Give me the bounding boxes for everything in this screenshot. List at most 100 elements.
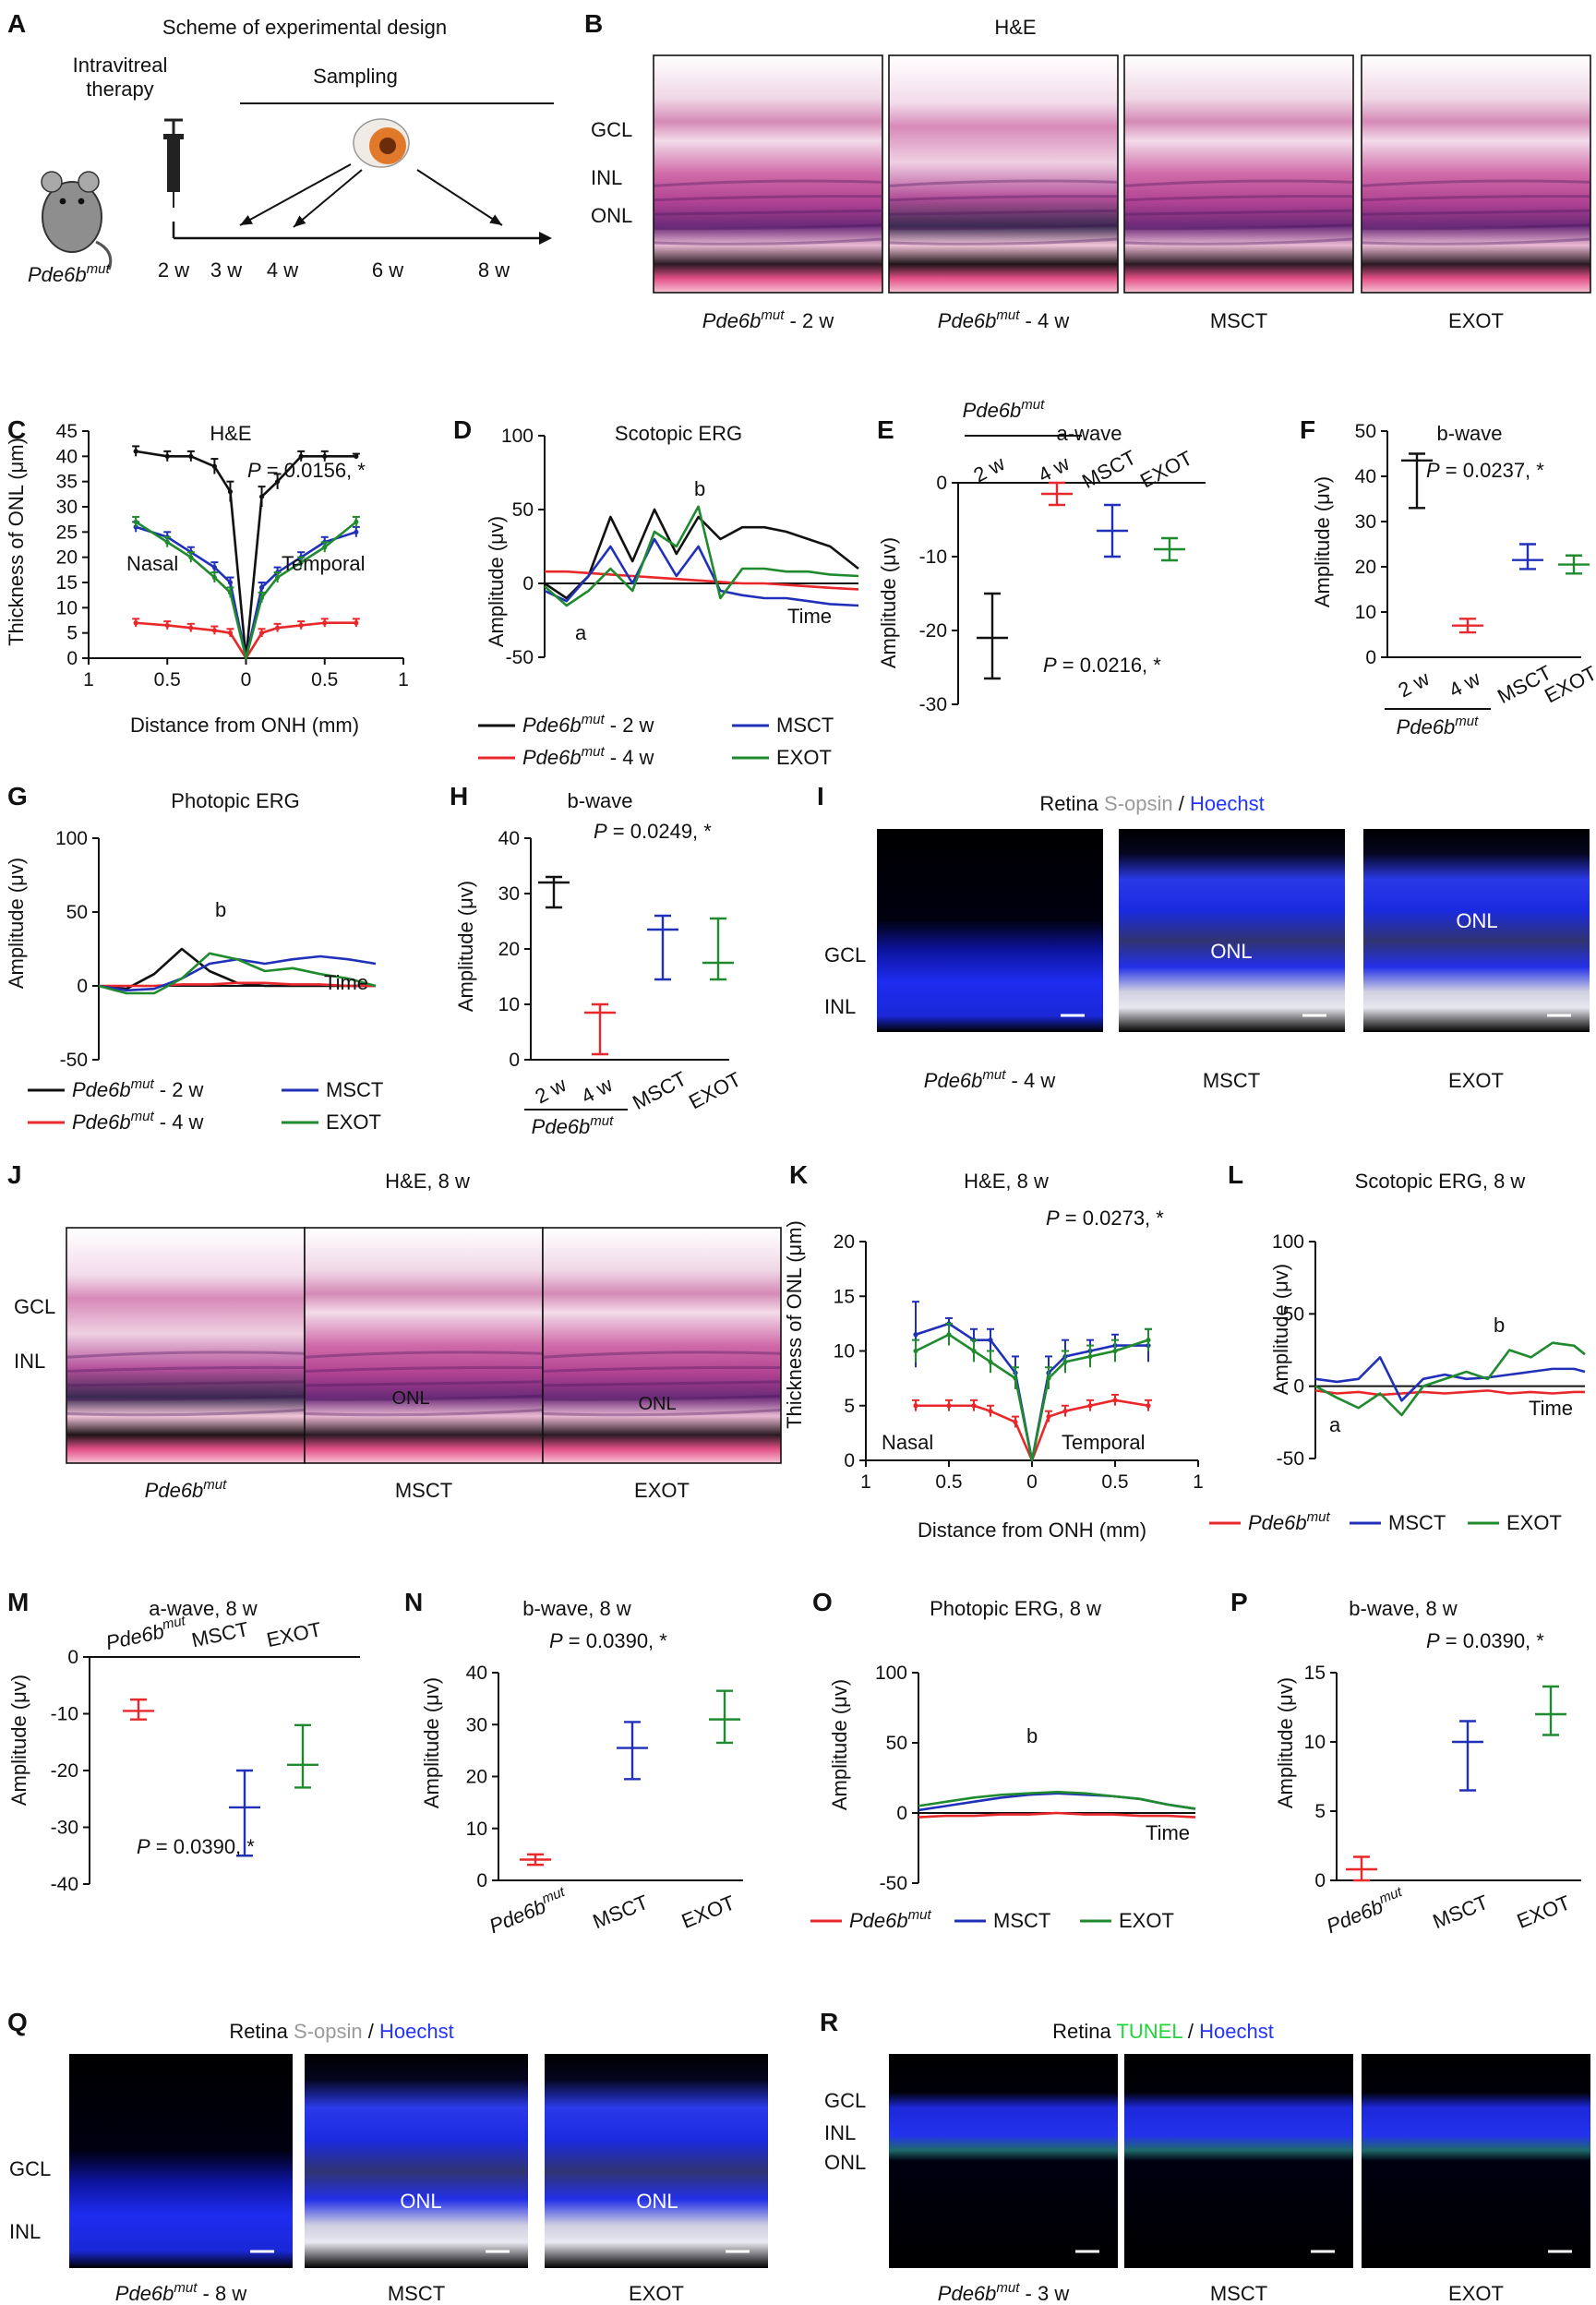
- x-tick-label: 0: [1026, 1471, 1038, 1493]
- panel-letter-N: N: [404, 1588, 423, 1616]
- data-point: [1062, 1409, 1068, 1414]
- panel-b-title: H&E: [994, 16, 1036, 39]
- panel-h-title: b-wave: [568, 789, 633, 812]
- axes-C: 0 5 10 15 20 25 30 35 40 45: [56, 421, 90, 669]
- panel-p-pvalue: P = 0.0390, *: [1426, 1629, 1544, 1652]
- data-point: [298, 622, 304, 629]
- texture: [542, 1408, 782, 1417]
- x-category-label: 4 w: [1034, 451, 1073, 486]
- x-category-label: MSCT: [1078, 446, 1140, 493]
- y-tick-label: 0: [844, 1450, 855, 1471]
- axes-E: -30 -20 -10 0: [919, 473, 1206, 715]
- layer-label-gcl: GCL: [824, 943, 866, 966]
- panel-o-ylabel: Amplitude (μv): [828, 1679, 851, 1810]
- data-point: [258, 594, 265, 601]
- data-point: [258, 494, 265, 499]
- data-point: [988, 1409, 993, 1414]
- y-tick-label: 0: [896, 1803, 907, 1824]
- texture: [1123, 237, 1354, 246]
- y-tick-label: 50: [66, 902, 88, 923]
- y-tick-label: 20: [1355, 557, 1376, 578]
- x-tick-label: 1: [860, 1471, 871, 1493]
- legend-label: Pde6bmut - 2 w: [72, 1076, 204, 1101]
- panel-k-pvalue: P = 0.0273, *: [1046, 1207, 1164, 1230]
- sampling-arrow: [239, 163, 352, 226]
- layer-label-gcl: GCL: [14, 1295, 55, 1318]
- layer-label-inl: INL: [14, 1350, 45, 1373]
- axes-K: 0 5 10 15 20: [834, 1231, 867, 1471]
- x-category-label: Pde6bmut: [486, 1884, 571, 1939]
- legend-label: MSCT: [326, 1078, 383, 1101]
- panel-q-title: Retina S-opsin / Hoechst: [229, 2020, 453, 2043]
- micrograph: [66, 1227, 306, 1464]
- x-category-label: 4 w: [1445, 666, 1483, 702]
- data-point: [354, 453, 359, 459]
- micrograph: [1119, 829, 1345, 1032]
- he-image-2: [888, 54, 1119, 294]
- sampling-arrow: [293, 169, 363, 228]
- data-point: [913, 1403, 918, 1409]
- y-tick-label: 20: [834, 1231, 855, 1253]
- axes-G: -50 0 50 100: [55, 828, 376, 1071]
- sampling-label: Sampling: [313, 65, 398, 88]
- onl-label: ONL: [400, 2190, 441, 2213]
- nasal-label: Nasal: [882, 1431, 933, 1454]
- data-point: [298, 559, 304, 565]
- y-tick-label: -10: [919, 546, 947, 568]
- series-line-exot: [98, 952, 377, 995]
- y-tick-label: 10: [1304, 1732, 1326, 1753]
- data-point: [946, 1403, 952, 1409]
- legend-label: EXOT: [326, 1110, 381, 1134]
- legend-label: EXOT: [776, 746, 832, 769]
- panel-k-title: H&E, 8 w: [964, 1170, 1049, 1193]
- data-point: [946, 1332, 952, 1338]
- panel-k-xlabel: Distance from ONH (mm): [918, 1519, 1146, 1542]
- tunel-caption: MSCT: [1210, 2282, 1267, 2305]
- he-image-1: [653, 54, 883, 294]
- he8w-image-2: [304, 1227, 544, 1464]
- panel-f-pvalue: P = 0.0237, *: [1426, 459, 1544, 482]
- panel-letter-C: C: [7, 415, 26, 444]
- y-tick-label: 30: [1355, 511, 1376, 533]
- fluor8w-image-2: [305, 2054, 528, 2268]
- micrograph: [653, 54, 883, 294]
- y-tick-label: 0: [1293, 1376, 1304, 1398]
- series-line-pde6b-mut---2-w: [544, 508, 859, 600]
- panel-letter-B: B: [584, 9, 603, 38]
- texture: [66, 1394, 306, 1401]
- time-label: Time: [787, 605, 832, 628]
- panel-letter-J: J: [7, 1160, 22, 1189]
- legend-label: Pde6bmut: [1248, 1509, 1330, 1534]
- dot-msct: [1452, 1720, 1483, 1792]
- nasal-label: Nasal: [126, 552, 178, 575]
- y-tick-label: 10: [1355, 602, 1376, 623]
- onl-label: ONL: [1210, 940, 1252, 963]
- y-tick-label: 50: [1283, 1303, 1304, 1325]
- mouse-icon: [41, 171, 113, 270]
- panel-e-ylabel: Amplitude (μv): [877, 537, 900, 668]
- data-point: [988, 1338, 993, 1343]
- dot-exot: [1558, 554, 1590, 575]
- he8w-image-3: [542, 1227, 782, 1464]
- legend-label: Pde6bmut - 4 w: [72, 1109, 204, 1134]
- texture: [1361, 209, 1591, 216]
- data-point: [164, 539, 170, 545]
- he8w-image-1: [66, 1227, 306, 1464]
- y-tick-label: -30: [51, 1818, 78, 1839]
- panel-f-ylabel: Amplitude (μv): [1311, 476, 1334, 607]
- data-point: [133, 449, 138, 454]
- micrograph: [545, 2054, 768, 2268]
- layer-label-inl: INL: [824, 2121, 856, 2144]
- y-tick-label: 50: [886, 1733, 907, 1754]
- panel-n-pvalue: P = 0.0390, *: [549, 1629, 667, 1652]
- series-line-pde6b-mut---4-w: [545, 570, 859, 591]
- y-tick-label: 15: [56, 572, 78, 594]
- dot-msct: [229, 1769, 260, 1857]
- texture: [66, 1408, 306, 1417]
- data-point: [1087, 1403, 1093, 1409]
- y-tick-label: 100: [501, 426, 534, 447]
- texture: [304, 1365, 544, 1374]
- panel-h-ylabel: Amplitude (μv): [454, 881, 477, 1012]
- y-tick-label: 100: [875, 1663, 907, 1684]
- axes-F: 0 10 20 30 40 50: [1355, 421, 1581, 668]
